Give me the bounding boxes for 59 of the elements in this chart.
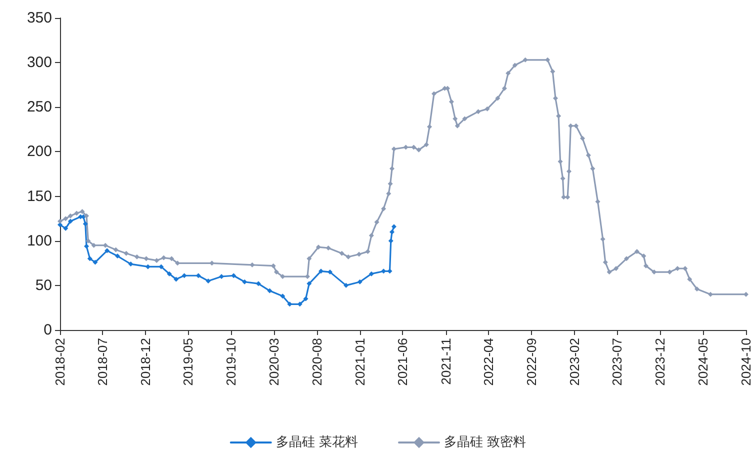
y-tick-label: 300 xyxy=(26,54,52,72)
point xyxy=(357,279,362,284)
x-tick-label: 2024-10 xyxy=(738,338,754,386)
point xyxy=(196,273,201,278)
point xyxy=(256,281,261,286)
x-tick-label: 2021-01 xyxy=(352,338,368,386)
point xyxy=(267,288,272,294)
point xyxy=(63,226,68,231)
x-tick-label: 2020-08 xyxy=(310,338,325,386)
point xyxy=(174,276,179,282)
point xyxy=(87,256,92,262)
y-tick-label: 200 xyxy=(26,143,52,160)
point xyxy=(306,281,312,286)
x-tick-label: 2019-05 xyxy=(180,338,196,386)
y-tick-label: 150 xyxy=(26,188,52,205)
x-tick-label: 2023-02 xyxy=(567,338,582,386)
point xyxy=(391,224,396,230)
point xyxy=(84,244,89,249)
point xyxy=(218,274,224,280)
point xyxy=(318,268,324,274)
point xyxy=(303,296,308,302)
x-tick-label: 2022-09 xyxy=(524,338,540,386)
x-tick-label: 2021-06 xyxy=(395,338,410,386)
point xyxy=(82,221,88,226)
point xyxy=(128,262,134,267)
x-tick-label: 2024-05 xyxy=(695,338,710,386)
x-tick-label: 2020-03 xyxy=(266,338,282,386)
point xyxy=(280,294,286,299)
x-tick-label: 2021-11 xyxy=(438,338,454,385)
point xyxy=(368,271,374,276)
point xyxy=(166,271,172,276)
x-tick-label: 2018-12 xyxy=(138,338,153,386)
point xyxy=(206,278,211,284)
point xyxy=(231,273,236,278)
point xyxy=(114,254,120,259)
point xyxy=(104,248,110,254)
point xyxy=(328,270,333,275)
point xyxy=(92,260,98,265)
y-tick-label: 100 xyxy=(26,232,52,250)
legend-label: 多晶硅 菜花料 xyxy=(276,435,358,450)
x-tick-label: 2023-07 xyxy=(609,338,624,386)
y-tick-label: 0 xyxy=(44,322,52,338)
point xyxy=(390,229,395,234)
x-tick-label: 2018-02 xyxy=(52,338,68,386)
x-tick-label: 2022-04 xyxy=(480,338,496,386)
y-tick-label: 250 xyxy=(26,98,52,116)
point xyxy=(145,264,150,270)
point xyxy=(344,282,349,288)
y-tick-label: 50 xyxy=(35,276,52,294)
point xyxy=(388,238,394,244)
x-tick-label: 2023-12 xyxy=(652,338,668,386)
y-tick-label: 350 xyxy=(26,10,52,26)
point xyxy=(182,273,187,278)
legend-label: 多晶硅 致密料 xyxy=(444,435,526,450)
x-tick-label: 2019-10 xyxy=(224,338,239,386)
point xyxy=(242,279,248,284)
point xyxy=(387,268,392,274)
x-tick-label: 2018-07 xyxy=(94,338,110,386)
point xyxy=(68,218,73,224)
